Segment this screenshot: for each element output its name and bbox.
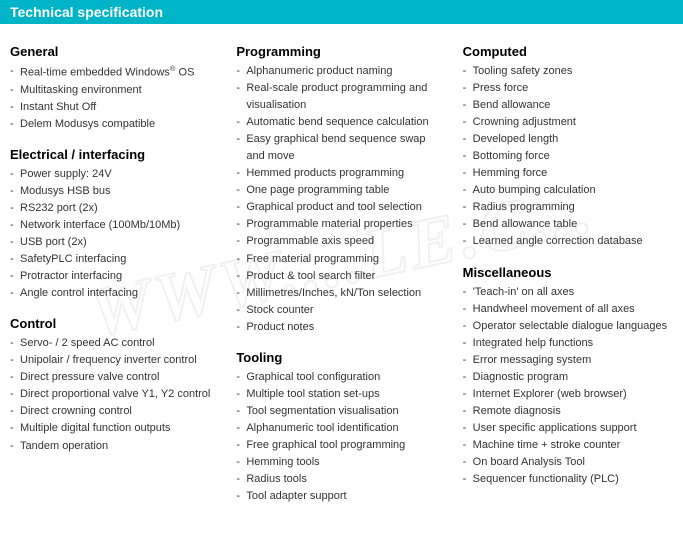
section-title: Control: [10, 316, 220, 331]
list-item: Developed length: [463, 131, 673, 148]
list-item: Real-time embedded Windows® OS: [10, 63, 220, 82]
list-item: User specific applications support: [463, 420, 673, 437]
list-item: Hemming tools: [236, 454, 446, 471]
item-list: Power supply: 24VModusys HSB busRS232 po…: [10, 166, 220, 302]
list-item: Instant Shut Off: [10, 99, 220, 116]
header-title: Technical specification: [10, 4, 163, 20]
list-item: Multitasking environment: [10, 82, 220, 99]
list-item: RS232 port (2x): [10, 200, 220, 217]
list-item: Modusys HSB bus: [10, 183, 220, 200]
section: Control Servo- / 2 speed AC controlUnipol…: [10, 316, 220, 454]
list-item: Angle control interfacing: [10, 285, 220, 302]
header-bar: Technical specification: [0, 0, 683, 24]
list-item: Operator selectable dialogue languages: [463, 318, 673, 335]
list-item: Alphanumeric product naming: [236, 63, 446, 80]
section-title: Tooling: [236, 350, 446, 365]
list-item: Tooling safety zones: [463, 63, 673, 80]
column: Programming Alphanumeric product namingRe…: [236, 44, 446, 519]
item-list: Graphical tool configurationMultiple too…: [236, 369, 446, 505]
list-item: Direct pressure valve control: [10, 369, 220, 386]
list-item: Tool segmentation visualisation: [236, 403, 446, 420]
list-item: Learned angle correction database: [463, 233, 673, 250]
list-item: Graphical tool configuration: [236, 369, 446, 386]
item-list: Alphanumeric product namingReal-scale pr…: [236, 63, 446, 336]
item-list: Servo- / 2 speed AC controlUnipolair / f…: [10, 335, 220, 454]
list-item: Graphical product and tool selection: [236, 199, 446, 216]
list-item: Tandem operation: [10, 438, 220, 455]
list-item: Delem Modusys compatible: [10, 116, 220, 133]
list-item: Protractor interfacing: [10, 268, 220, 285]
list-item: Easy graphical bend sequence swap and mo…: [236, 131, 446, 165]
list-item: Multiple digital function outputs: [10, 420, 220, 437]
section-title: Miscellaneous: [463, 265, 673, 280]
section-title: Computed: [463, 44, 673, 59]
list-item: On board Analysis Tool: [463, 454, 673, 471]
list-item: Integrated help functions: [463, 335, 673, 352]
list-item: Direct crowning control: [10, 403, 220, 420]
list-item: Servo- / 2 speed AC control: [10, 335, 220, 352]
section: Miscellaneous 'Teach-in' on all axesHandw…: [463, 265, 673, 489]
list-item: Multiple tool station set-ups: [236, 386, 446, 403]
list-item: Machine time + stroke counter: [463, 437, 673, 454]
list-item: Error messaging system: [463, 352, 673, 369]
section-title: Electrical / interfacing: [10, 147, 220, 162]
list-item: Hemming force: [463, 165, 673, 182]
list-item: Press force: [463, 80, 673, 97]
section-title: General: [10, 44, 220, 59]
item-list: Tooling safety zonesPress forceBend allo…: [463, 63, 673, 251]
list-item: Tool adapter support: [236, 488, 446, 505]
list-item: Unipolair / frequency inverter control: [10, 352, 220, 369]
column: ComputedTooling safety zonesPress forceB…: [463, 44, 673, 519]
list-item: Handwheel movement of all axes: [463, 301, 673, 318]
list-item: Direct proportional valve Y1, Y2 control: [10, 386, 220, 403]
list-item: Power supply: 24V: [10, 166, 220, 183]
content-grid: GeneralReal-time embedded Windows® OSMul…: [0, 24, 683, 529]
list-item: Free graphical tool programming: [236, 437, 446, 454]
list-item: Auto bumping calculation: [463, 182, 673, 199]
list-item: Free material programming: [236, 251, 446, 268]
list-item: Crowning adjustment: [463, 114, 673, 131]
list-item: Internet Explorer (web browser): [463, 386, 673, 403]
list-item: Bend allowance: [463, 97, 673, 114]
list-item: Automatic bend sequence calculation: [236, 114, 446, 131]
list-item: Millimetres/Inches, kN/Ton selection: [236, 285, 446, 302]
list-item: Programmable axis speed: [236, 233, 446, 250]
list-item: USB port (2x): [10, 234, 220, 251]
list-item: Radius tools: [236, 471, 446, 488]
list-item: Remote diagnosis: [463, 403, 673, 420]
section: ComputedTooling safety zonesPress forceB…: [463, 44, 673, 251]
list-item: Diagnostic program: [463, 369, 673, 386]
section: Programming Alphanumeric product namingRe…: [236, 44, 446, 336]
list-item: Programmable material properties: [236, 216, 446, 233]
list-item: Radius programming: [463, 199, 673, 216]
list-item: Sequencer functionality (PLC): [463, 471, 673, 488]
section: General Real-time embedded Windows® OSMul…: [10, 44, 220, 133]
section-title: Programming: [236, 44, 446, 59]
section: Electrical / interfacing Power supply: 24…: [10, 147, 220, 302]
list-item: Hemmed products programming: [236, 165, 446, 182]
list-item: 'Teach-in' on all axes: [463, 284, 673, 301]
list-item: Bend allowance table: [463, 216, 673, 233]
list-item: Real-scale product programming and visua…: [236, 80, 446, 114]
list-item: Stock counter: [236, 302, 446, 319]
column: GeneralReal-time embedded Windows® OSMul…: [10, 44, 220, 519]
list-item: Product & tool search filter: [236, 268, 446, 285]
section: Tooling Graphical tool configurationMulti…: [236, 350, 446, 505]
list-item: Alphanumeric tool identification: [236, 420, 446, 437]
item-list: Real-time embedded Windows® OSMultitaski…: [10, 63, 220, 133]
list-item: SafetyPLC interfacing: [10, 251, 220, 268]
item-list: 'Teach-in' on all axesHandwheel movement…: [463, 284, 673, 489]
list-item: Network interface (100Mb/10Mb): [10, 217, 220, 234]
list-item: Bottoming force: [463, 148, 673, 165]
list-item: One page programming table: [236, 182, 446, 199]
list-item: Product notes: [236, 319, 446, 336]
